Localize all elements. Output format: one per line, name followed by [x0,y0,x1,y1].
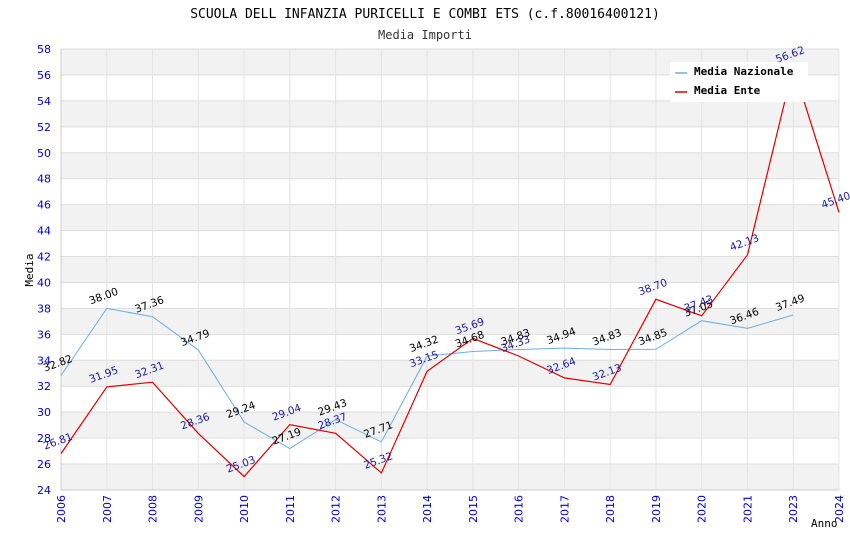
legend: Media Nazionale Media Ente [670,62,808,102]
x-tick-label: 2021 [741,495,754,523]
y-tick-label: 24 [37,484,51,497]
y-tick-label: 42 [37,251,51,264]
x-axis-label: Anno [811,517,838,530]
x-tick-label: 2013 [375,495,388,523]
y-tick-label: 36 [37,328,51,341]
grid-band [61,204,839,231]
grid-band [61,308,839,335]
grid-lines [60,48,840,491]
x-tick-label: 2016 [513,495,526,523]
y-axis-ticks: 24 26 28 30 32 34 36 38 40 42 44 46 48 50 52 54 56 58 [37,43,51,497]
x-tick-label: 2015 [467,495,480,523]
legend-box [670,62,808,102]
y-tick-label: 48 [37,173,51,186]
x-tick-label: 2018 [604,495,617,523]
y-tick-label: 28 [37,432,51,445]
grid-band [61,100,839,127]
x-tick-label: 2008 [147,495,160,523]
x-tick-label: 2012 [330,495,343,523]
x-tick-label: 2007 [101,495,114,523]
y-tick-label: 34 [37,354,51,367]
y-tick-label: 26 [37,458,51,471]
x-tick-label: 2009 [192,495,205,523]
grid-band [61,152,839,179]
y-tick-label: 50 [37,147,51,160]
legend-label-ente: Media Ente [694,84,761,97]
y-tick-label: 56 [37,69,51,82]
x-tick-label: 2011 [284,495,297,523]
y-tick-label: 40 [37,276,51,289]
x-tick-label: 2014 [421,495,434,523]
grid-band [61,360,839,387]
x-tick-label: 2010 [238,495,251,523]
x-tick-label: 2023 [787,495,800,523]
y-tick-label: 44 [37,225,51,238]
y-tick-label: 38 [37,302,51,315]
grid-band [61,412,839,439]
y-tick-label: 58 [37,43,51,56]
x-tick-label: 2024 [833,495,846,523]
legend-label-nazionale: Media Nazionale [694,65,794,78]
x-tick-label: 2020 [696,495,709,523]
chart-title: SCUOLA DELL INFANZIA PURICELLI E COMBI E… [190,7,660,22]
grid-bands [61,49,839,490]
series-lines [60,64,840,478]
y-tick-label: 46 [37,199,51,212]
y-tick-label: 32 [37,380,51,393]
series-line-ente [60,64,840,478]
grid-band [61,464,839,490]
y-tick-label: 30 [37,406,51,419]
y-tick-label: 54 [37,95,51,108]
chart-subtitle: Media Importi [378,28,472,42]
series-line-nazionale [60,307,794,450]
grid-band [61,256,839,283]
x-tick-label: 2019 [650,495,663,523]
x-axis-ticks: 2006 2007 2008 2009 2010 2011 2012 2013 2014 2015… [55,495,846,523]
data-label-ente: 42.13 [728,232,760,254]
x-tick-label: 2006 [55,495,68,523]
y-axis-label: Media [23,253,36,286]
data-label-nazionale: 38.00 [88,286,120,308]
x-tick-label: 2017 [558,495,571,523]
y-tick-label: 52 [37,121,51,134]
